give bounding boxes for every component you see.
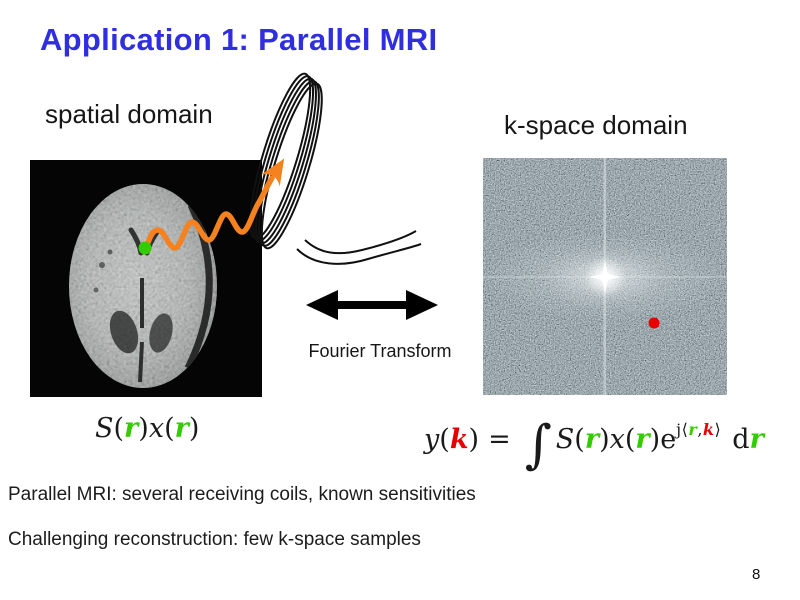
brain-mri-image (30, 160, 262, 397)
math-e: e (660, 424, 677, 455)
angle-close: ⟩ (714, 420, 722, 439)
math-x: x (148, 413, 165, 444)
coil-cable (296, 230, 422, 265)
body-text-line2: Challenging reconstruction: few k-space … (8, 529, 421, 550)
kspace-image (483, 158, 727, 395)
math-k: k (449, 424, 469, 455)
math-r: r (688, 420, 698, 439)
math-S: S (95, 413, 114, 444)
math-j: j (676, 420, 682, 439)
angle-open: ⟨ (681, 420, 689, 439)
math-paren: ) (649, 424, 661, 455)
math-S: S (555, 424, 575, 455)
math-paren: ( (113, 413, 125, 444)
dc-center (600, 272, 610, 282)
math-equals: = (488, 424, 511, 455)
math-k: k (702, 420, 715, 439)
math-comma: , (697, 420, 703, 439)
spatial-domain-label: spatial domain (45, 99, 213, 129)
math-y: y (424, 424, 440, 455)
math-exponent: j⟨r,k⟩ (676, 420, 721, 439)
math-paren: ) (188, 413, 200, 444)
math-paren: ( (164, 413, 175, 444)
math-paren: ( (624, 424, 636, 455)
body-text-line1: Parallel MRI: several receiving coils, k… (8, 484, 476, 505)
spatial-formula: S(r)x(r) (95, 409, 199, 449)
page-number: 8 (752, 566, 761, 583)
math-paren: ( (439, 424, 450, 455)
math-r: r (749, 424, 764, 455)
fourier-transform-label: Fourier Transform (308, 341, 452, 361)
math-r: r (174, 413, 189, 444)
math-paren: ) (138, 413, 149, 444)
kspace-formula: y(k) = ∫ S(r)x(r)ej⟨r,k⟩ dr (424, 410, 764, 471)
math-x: x (609, 424, 625, 455)
math-d: d (732, 424, 750, 455)
fourier-double-arrow (306, 290, 438, 320)
math-r: r (635, 424, 650, 455)
math-r: r (584, 424, 600, 455)
red-sample-dot (648, 317, 660, 329)
math-paren: ) (599, 424, 610, 455)
math-r: r (124, 413, 139, 444)
math-paren: ( (574, 424, 585, 455)
integral-sign: ∫ (524, 415, 552, 475)
slide-title: Application 1: Parallel MRI (40, 22, 438, 57)
math-paren: ) (468, 424, 480, 455)
kspace-domain-label: k-space domain (504, 110, 688, 140)
